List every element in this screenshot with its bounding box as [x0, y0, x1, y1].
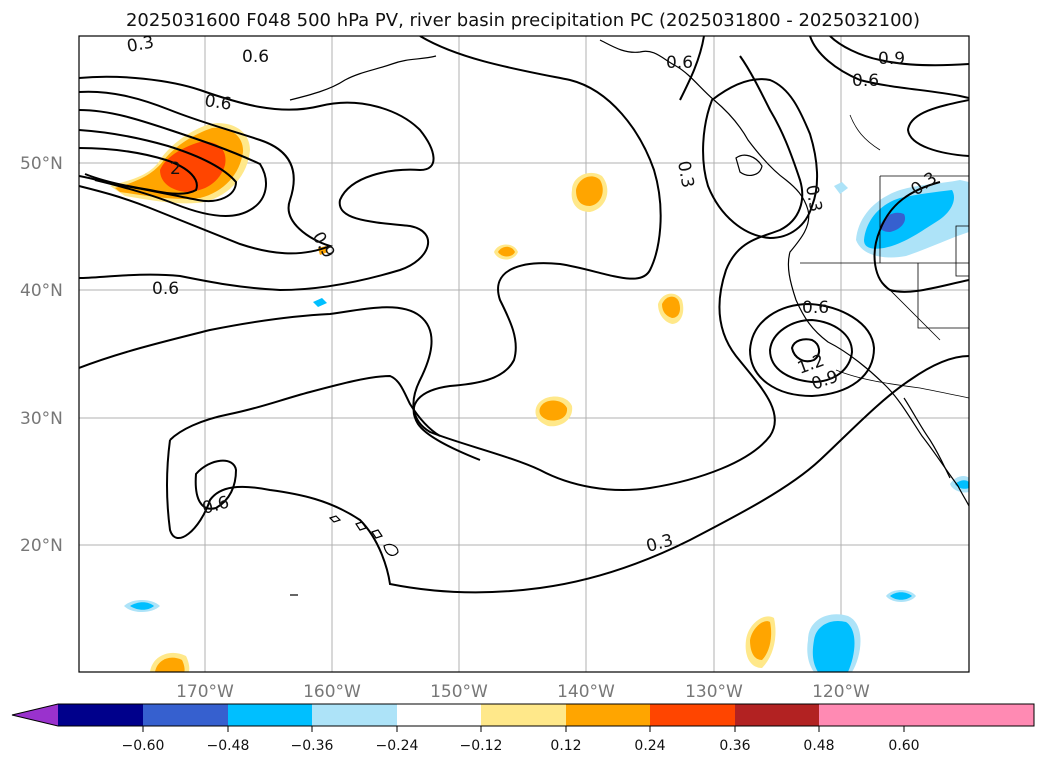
- colorbar-bin: [312, 704, 397, 726]
- colorbar-tick: 0.24: [634, 738, 665, 754]
- contour-label: 0.6: [203, 91, 233, 115]
- colorbar-extend-high: [819, 704, 1034, 726]
- lon-label: 120°W: [812, 682, 870, 702]
- colorbar-extend-low: [12, 704, 58, 726]
- lat-label: 50°N: [20, 154, 63, 174]
- colorbar-bin: [481, 704, 566, 726]
- lat-label: 30°N: [20, 409, 63, 429]
- colorbar-tick: −0.60: [122, 738, 165, 754]
- contour-label: 0.6: [852, 71, 879, 91]
- colorbar-tick: −0.36: [291, 738, 334, 754]
- colorbar-tick: 0.60: [888, 738, 919, 754]
- lon-label: 160°W: [303, 682, 361, 702]
- lon-label: 170°W: [176, 682, 234, 702]
- colorbar-tick: 0.48: [803, 738, 834, 754]
- colorbar: −0.60 −0.48 −0.36 −0.24 −0.12 0.12 0.24 …: [11, 703, 1035, 754]
- contour-label: 0.3: [125, 33, 155, 57]
- contour-label: 0.6: [242, 47, 269, 67]
- contour-label: 0.6: [152, 279, 179, 299]
- contour-label: 0.6: [802, 298, 829, 318]
- lon-label: 150°W: [430, 682, 488, 702]
- colorbar-bin: [397, 704, 481, 726]
- map-title: 2025031600 F048 500 hPa PV, river basin …: [126, 10, 920, 31]
- map-frame: [78, 35, 970, 673]
- contour-label: 0.3: [673, 159, 697, 189]
- colorbar-tick: −0.12: [460, 738, 503, 754]
- colorbar-bin: [735, 704, 819, 726]
- lon-label: 130°W: [685, 682, 743, 702]
- contour-label: 0.3: [801, 183, 825, 213]
- colorbar-bin: [143, 704, 228, 726]
- colorbar-tick: −0.24: [376, 738, 419, 754]
- precip-shading: [110, 123, 969, 672]
- colorbar-bin: [58, 704, 143, 726]
- contour-label: 0.9: [878, 49, 905, 69]
- colorbar-tick: 0.12: [550, 738, 581, 754]
- colorbar-tick: −0.48: [207, 738, 250, 754]
- longitude-labels: 170°W 160°W 150°W 140°W 130°W 120°W: [176, 682, 870, 702]
- colorbar-bin: [566, 704, 650, 726]
- lat-label: 40°N: [20, 281, 63, 301]
- colorbar-tick: 0.36: [719, 738, 750, 754]
- coastlines: [289, 39, 969, 596]
- contour-label: 2: [170, 159, 181, 179]
- colorbar-bin: [650, 704, 735, 726]
- lat-label: 20°N: [20, 536, 63, 556]
- latitude-labels: 50°N 40°N 30°N 20°N: [20, 154, 63, 556]
- contour-label: 0.6: [666, 53, 693, 73]
- graticule: [79, 36, 969, 672]
- pv-contours: [79, 36, 969, 594]
- colorbar-bin: [228, 704, 312, 726]
- lon-label: 140°W: [557, 682, 615, 702]
